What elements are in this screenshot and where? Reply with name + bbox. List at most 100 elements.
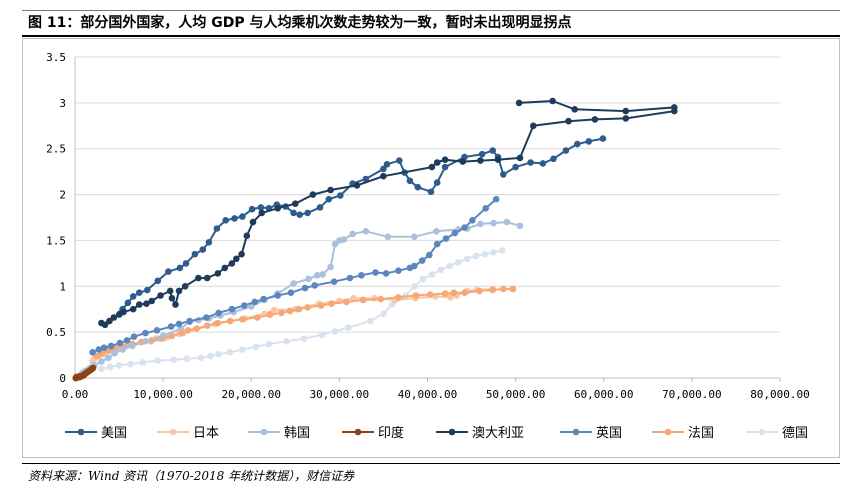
chart-frame (22, 38, 840, 458)
legend-label: 法国 (688, 426, 714, 441)
data-point (395, 267, 402, 275)
data-point (437, 266, 445, 274)
legend-marker (354, 428, 362, 436)
data-point (461, 289, 468, 297)
source-note: 资料来源：Wind 资讯（1970-2018 年统计数据），财信证券 (28, 469, 355, 483)
legend-marker (448, 428, 456, 436)
data-point (215, 350, 222, 358)
data-point (159, 332, 167, 340)
data-point (283, 338, 290, 345)
data-point (129, 342, 136, 350)
data-point (441, 163, 449, 171)
data-point (340, 236, 348, 243)
data-point (527, 159, 534, 166)
data-point (562, 147, 570, 154)
data-point (516, 154, 524, 162)
series-line (118, 137, 604, 316)
data-point (143, 300, 150, 308)
data-point (154, 357, 162, 364)
data-point (286, 307, 294, 315)
data-point (549, 97, 556, 105)
data-point (203, 314, 210, 321)
data-point (226, 349, 234, 356)
data-point (181, 283, 189, 290)
data-point (176, 264, 184, 272)
data-point (300, 335, 308, 342)
data-point (193, 325, 200, 332)
data-point (343, 298, 350, 306)
data-point (396, 157, 403, 164)
data-point (148, 297, 155, 305)
data-point (305, 275, 312, 283)
data-point (591, 116, 599, 123)
data-point (222, 217, 229, 224)
data-point (499, 247, 506, 254)
data-point (274, 292, 282, 299)
data-point (574, 140, 581, 148)
data-point (327, 263, 334, 271)
data-point (500, 285, 507, 293)
data-point (353, 182, 361, 189)
top-rule (22, 10, 840, 11)
data-point (384, 233, 392, 241)
data-point (622, 115, 630, 122)
data-point (290, 209, 297, 217)
data-point (107, 342, 115, 350)
data-point (477, 157, 484, 164)
series-4 (98, 97, 678, 329)
data-point (166, 287, 174, 295)
data-point (380, 165, 387, 173)
data-point (287, 289, 295, 297)
data-point (406, 177, 414, 185)
data-point (265, 340, 273, 348)
data-point (129, 293, 137, 300)
data-point (231, 215, 238, 222)
data-point (380, 310, 387, 318)
series-1 (89, 285, 497, 365)
data-point (260, 295, 267, 303)
legend-item: 澳大利亚 (436, 425, 524, 441)
data-point (311, 282, 319, 289)
legend-item: 德国 (746, 426, 808, 441)
data-point (89, 349, 96, 356)
y-tick-label: 1.5 (46, 234, 66, 247)
data-point (516, 222, 524, 230)
data-point (170, 356, 177, 364)
data-point (191, 250, 199, 258)
series-5 (89, 195, 500, 356)
data-point (316, 204, 324, 211)
data-point (238, 250, 245, 258)
data-point (129, 305, 137, 313)
data-point (478, 150, 486, 158)
y-tick-label: 2 (59, 189, 66, 202)
data-point (142, 329, 149, 337)
data-point (290, 280, 297, 287)
data-point (451, 229, 459, 237)
axes: 0 0.5 1 1.5 2 2.5 3 3.5 0.00 10,000.00 20,000.00 30… (46, 51, 810, 401)
data-point (301, 284, 309, 292)
data-point (441, 290, 449, 297)
series-line (92, 198, 497, 354)
data-point (214, 319, 222, 327)
legend-marker (572, 428, 580, 436)
data-point (101, 321, 109, 329)
data-point (142, 338, 149, 345)
data-point (337, 192, 344, 199)
data-point (249, 218, 257, 226)
data-point (362, 228, 370, 235)
data-point (362, 175, 370, 183)
data-point (296, 211, 304, 218)
x-tick-label: 50,000.00 (486, 388, 546, 401)
bottom-rule (22, 463, 840, 464)
data-point (106, 317, 113, 325)
data-point (270, 306, 278, 314)
data-point (346, 274, 354, 282)
data-point (183, 355, 191, 363)
x-tick-label: 0.00 (62, 388, 89, 401)
data-point (139, 359, 147, 366)
data-point (233, 255, 240, 263)
data-point (203, 274, 211, 282)
data-point (442, 235, 450, 242)
data-point (358, 272, 365, 279)
data-point (331, 240, 339, 248)
